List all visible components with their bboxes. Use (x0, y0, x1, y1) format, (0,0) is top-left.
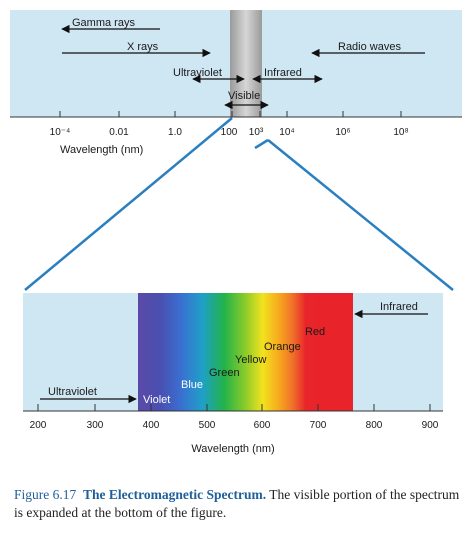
caption-title: The Electromagnetic Spectrum. (83, 487, 267, 502)
top-tick-label: 10⁴ (279, 127, 294, 138)
connector-stub (254, 138, 269, 150)
bottom-axis-ticks (37, 404, 431, 411)
top-tick-label: 0.01 (109, 127, 129, 138)
bottom-tick-label: 900 (422, 420, 439, 431)
color-label-yellow: Yellow (235, 354, 266, 366)
color-label-orange: Orange (264, 341, 301, 353)
color-label-green: Green (209, 367, 240, 379)
bottom-tick-label: 700 (310, 420, 327, 431)
top-tick-label: 10⁸ (393, 127, 408, 138)
visible-spectrum-band (138, 293, 353, 411)
infrared-label: Infrared (264, 67, 302, 79)
ultraviolet-label: Ultraviolet (173, 67, 222, 79)
bottom-tick-label: 600 (254, 420, 271, 431)
bottom-tick-label: 800 (366, 420, 383, 431)
color-label-red: Red (305, 326, 325, 338)
connector-line-left (24, 117, 233, 291)
bottom-tick-label: 400 (143, 420, 160, 431)
x-rays-label: X rays (127, 41, 159, 53)
top-tick-label: 10⁻⁴ (50, 127, 71, 138)
em-spectrum-figure: Gamma rays X rays Ultraviolet Infrared R… (10, 10, 462, 455)
caption-text: The visible portion of the spectrum is e… (14, 487, 460, 520)
top-tick-label: 10⁶ (335, 127, 350, 138)
top-tick-label: 100 (221, 127, 238, 138)
bottom-tick-label: 500 (199, 420, 216, 431)
visible-label: Visible (228, 90, 260, 102)
bottom-axis-label: Wavelength (nm) (191, 443, 274, 455)
ultraviolet-bottom-label: Ultraviolet (48, 386, 97, 398)
caption-number: Figure 6.17 (14, 487, 77, 502)
infrared-bottom-label: Infrared (380, 301, 418, 313)
top-axis-ticks (59, 111, 402, 117)
radio-waves-label: Radio waves (338, 41, 401, 53)
color-label-violet: Violet (143, 394, 170, 406)
figure-caption: Figure 6.17 The Electromagnetic Spectrum… (14, 486, 466, 522)
top-tick-label: 1.0 (168, 127, 182, 138)
color-label-blue: Blue (181, 379, 203, 391)
bottom-tick-label: 300 (87, 420, 104, 431)
bottom-tick-label: 200 (30, 420, 47, 431)
connector-line-right (267, 139, 454, 291)
visible-band (230, 10, 262, 117)
top-axis-label: Wavelength (nm) (60, 144, 143, 156)
top-tick-label: 10³ (249, 127, 264, 138)
gamma-rays-label: Gamma rays (72, 17, 135, 29)
